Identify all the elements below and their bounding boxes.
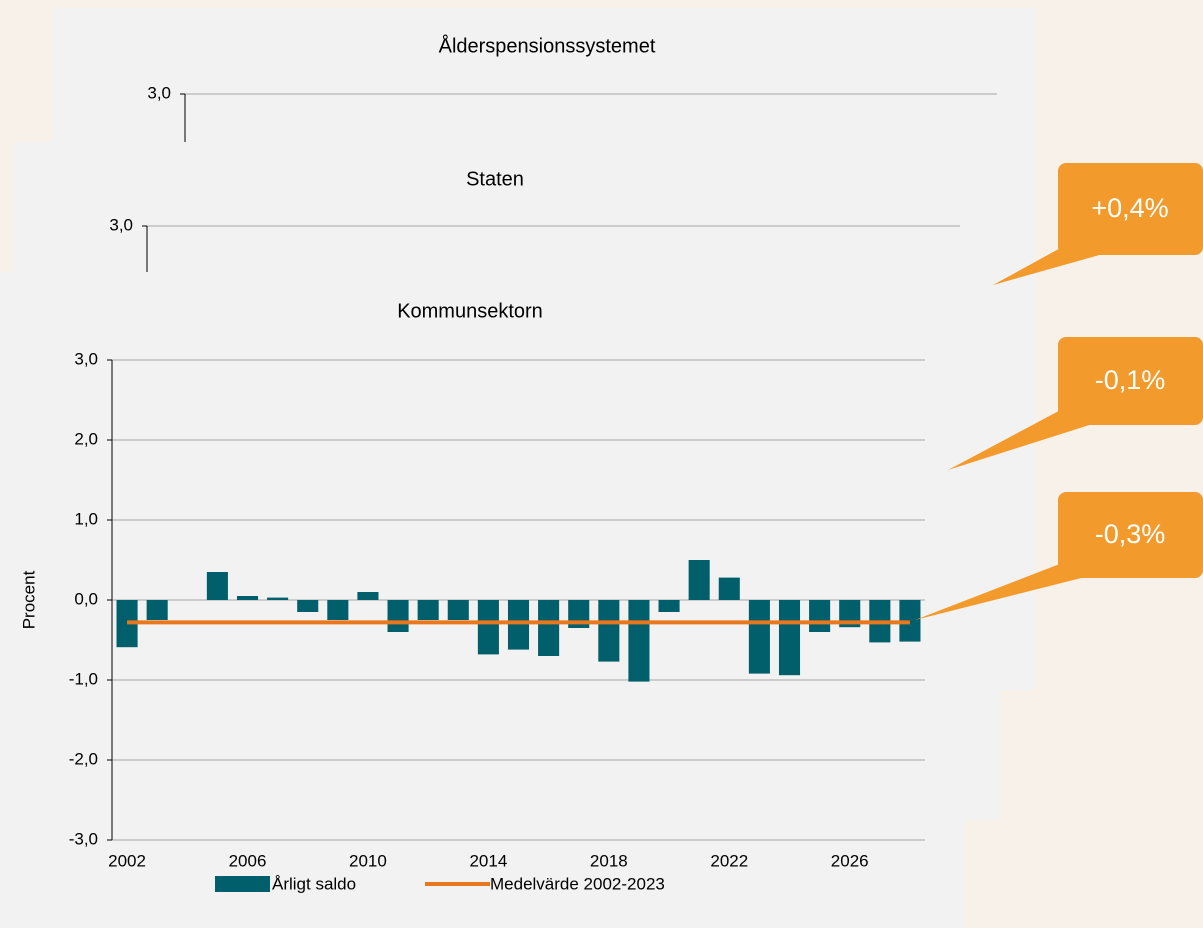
chart-title: Staten — [466, 168, 524, 190]
y-axis-label: Procent — [19, 570, 38, 629]
y-tick-label: 2,0 — [74, 429, 98, 448]
bar — [718, 577, 740, 600]
bar — [327, 600, 349, 620]
legend-swatch — [215, 876, 270, 892]
x-tick-label: 2006 — [229, 851, 267, 870]
bar — [236, 596, 259, 600]
bar — [206, 572, 228, 600]
bar — [688, 560, 710, 600]
bar — [357, 592, 379, 600]
callout-pointer — [915, 560, 1105, 620]
x-tick-label: 2010 — [349, 851, 387, 870]
legend-label: Medelvärde 2002-2023 — [490, 874, 665, 893]
bar — [778, 600, 801, 676]
bar — [809, 600, 831, 632]
bar — [538, 600, 560, 656]
bar — [507, 600, 530, 650]
bar — [387, 600, 409, 632]
callout: -0,1% — [948, 337, 1203, 470]
bar — [297, 600, 319, 612]
y-tick-label: -1,0 — [69, 669, 98, 688]
bar — [748, 600, 770, 674]
y-tick-label: 3,0 — [109, 215, 133, 234]
x-tick-label: 2014 — [469, 851, 507, 870]
y-tick-label: 3,0 — [147, 83, 171, 102]
bar — [658, 600, 680, 612]
callout: +0,4% — [993, 163, 1203, 285]
callout-box — [1058, 337, 1203, 425]
chart-title: Kommunsektorn — [397, 300, 543, 322]
callout-text: -0,3% — [1095, 519, 1166, 549]
x-tick-label: 2018 — [590, 851, 628, 870]
bar — [146, 600, 168, 620]
y-tick-label: 3,0 — [74, 349, 98, 368]
chart-panel: Kommunsektorn 3,0 2,0 1,0 0,0 -1,0 -2,0 -3,0 Pro… — [0, 272, 965, 928]
callout-box — [1058, 492, 1203, 578]
bar — [447, 600, 469, 620]
y-tick-label: -3,0 — [69, 829, 98, 848]
bar — [598, 600, 620, 662]
callout-text: -0,1% — [1095, 365, 1166, 395]
bar — [477, 600, 499, 655]
bar — [628, 600, 650, 682]
legend-label: Årligt saldo — [272, 874, 356, 893]
callout-text: +0,4% — [1091, 193, 1168, 223]
x-tick-label: 2002 — [108, 851, 146, 870]
chart-title: Ålderspensionssystemet — [439, 34, 656, 57]
x-tick-label: 2026 — [831, 851, 869, 870]
callout: -0,3% — [915, 492, 1203, 620]
bar — [267, 597, 289, 600]
bar — [417, 600, 439, 620]
panels: Ålderspensionssystemet3,0Staten3,0Kommun… — [0, 8, 1035, 928]
y-tick-label: 1,0 — [74, 509, 98, 528]
callout-box — [1058, 163, 1203, 255]
y-tick-label: -2,0 — [69, 749, 98, 768]
x-tick-label: 2022 — [710, 851, 748, 870]
y-tick-label: 0,0 — [74, 589, 98, 608]
